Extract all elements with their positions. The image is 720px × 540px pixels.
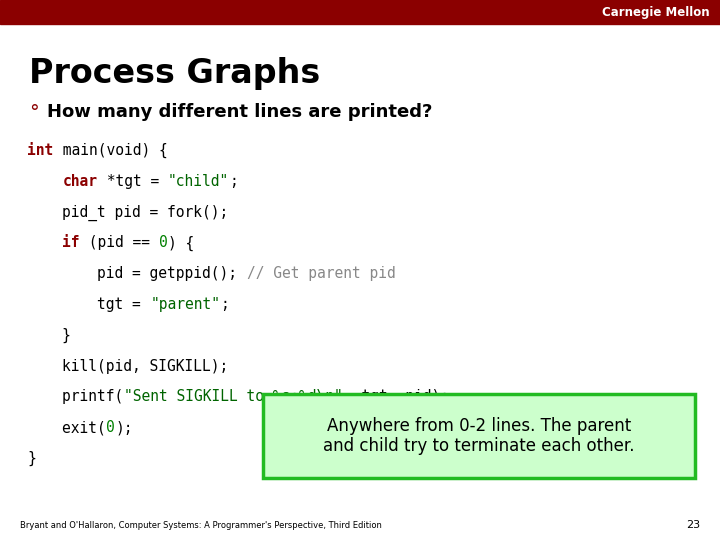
Text: if: if (63, 235, 80, 251)
Text: );: ); (115, 420, 132, 435)
Text: 0: 0 (159, 235, 168, 251)
Text: exit(: exit( (27, 420, 106, 435)
Text: Anywhere from 0-2 lines. The parent
and child try to terminate each other.: Anywhere from 0-2 lines. The parent and … (323, 417, 634, 455)
Text: ;: ; (230, 174, 238, 189)
Text: 23: 23 (685, 520, 700, 530)
Text: Bryant and O'Hallaron, Computer Systems: A Programmer's Perspective, Third Editi: Bryant and O'Hallaron, Computer Systems:… (20, 521, 382, 530)
Text: ) {: ) { (168, 235, 194, 251)
Text: 0: 0 (107, 420, 115, 435)
Text: ;: ; (220, 297, 230, 312)
Text: printf(: printf( (27, 389, 124, 404)
Text: (pid ==: (pid == (80, 235, 159, 251)
Text: }: } (27, 328, 71, 343)
Text: °: ° (29, 103, 39, 122)
Text: "parent": "parent" (150, 297, 220, 312)
Text: pid = getppid();: pid = getppid(); (27, 266, 246, 281)
Text: int: int (27, 143, 53, 158)
Text: // Get parent pid: // Get parent pid (247, 266, 396, 281)
Text: kill(pid, SIGKILL);: kill(pid, SIGKILL); (27, 359, 229, 374)
Text: Process Graphs: Process Graphs (29, 57, 320, 90)
Text: Carnegie Mellon: Carnegie Mellon (602, 6, 709, 19)
Text: , tgt, pid);: , tgt, pid); (343, 389, 449, 404)
Text: char: char (63, 174, 97, 189)
Text: "child": "child" (168, 174, 229, 189)
Text: *tgt =: *tgt = (98, 174, 168, 189)
Text: }: } (27, 451, 36, 466)
Text: tgt =: tgt = (27, 297, 150, 312)
Text: "Sent SIGKILL to %s:%d\n": "Sent SIGKILL to %s:%d\n" (124, 389, 343, 404)
Text: How many different lines are printed?: How many different lines are printed? (47, 103, 432, 120)
Text: pid_t pid = fork();: pid_t pid = fork(); (27, 205, 229, 221)
Text: main(void) {: main(void) { (54, 143, 168, 158)
